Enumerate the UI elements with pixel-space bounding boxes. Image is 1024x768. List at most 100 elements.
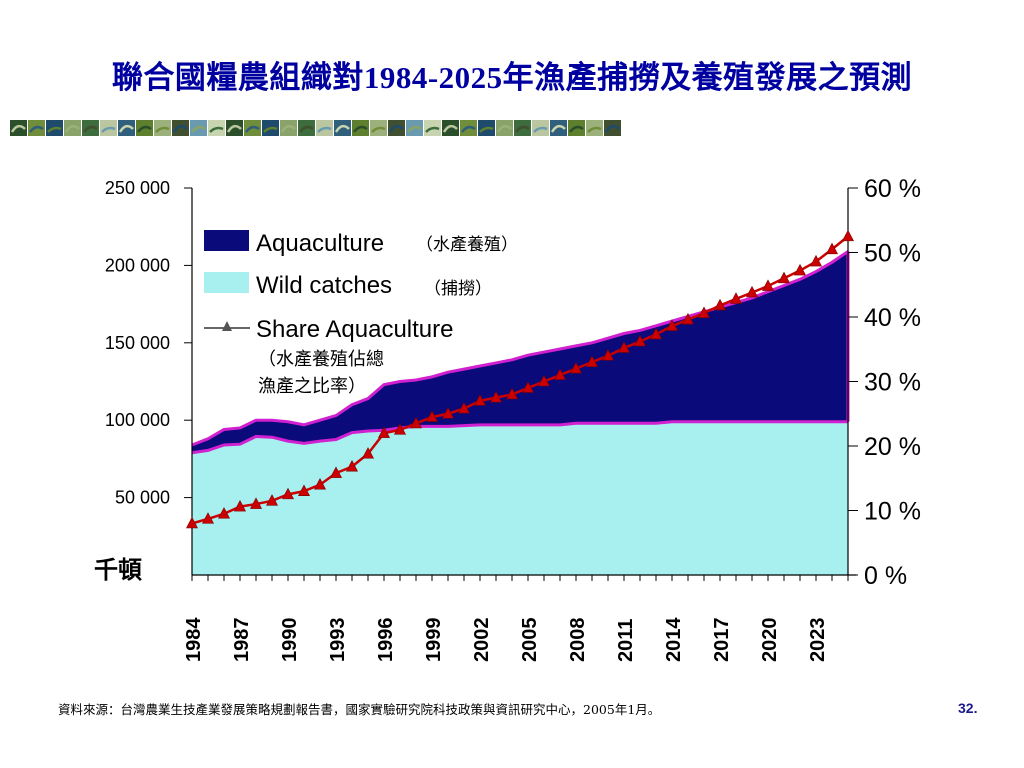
share-point xyxy=(442,407,454,419)
strip-tile xyxy=(604,120,621,136)
strip-tile-detail xyxy=(479,126,494,133)
strip-tile-detail xyxy=(83,125,98,133)
strip-tile xyxy=(442,120,459,136)
strip-tile-detail xyxy=(29,125,44,133)
legend-label-aquaculture: Aquaculture xyxy=(256,230,384,257)
strip-tile xyxy=(334,120,351,136)
strip-tile-detail xyxy=(550,124,566,133)
legend-note-aquaculture: （水產養殖） xyxy=(416,235,518,255)
share-point xyxy=(234,499,246,512)
share-point xyxy=(810,254,822,267)
share-point xyxy=(458,401,470,414)
share-point xyxy=(842,229,854,242)
y-tick-label: 200 000 xyxy=(105,255,170,275)
strip-tile xyxy=(496,120,513,136)
share-point xyxy=(362,447,374,459)
share-point xyxy=(570,361,582,374)
y2-tick-label: 20 % xyxy=(864,433,921,461)
y-tick-label: 150 000 xyxy=(105,333,170,353)
share-point xyxy=(602,349,614,361)
share-point xyxy=(586,355,598,367)
strip-tile-detail xyxy=(334,124,350,133)
page-number: 32. xyxy=(958,700,978,716)
strip-tile-detail xyxy=(353,125,368,133)
area-wild-catches xyxy=(192,421,848,575)
y-tick-label: 100 000 xyxy=(105,410,170,430)
x-tick-label: 1993 xyxy=(327,618,349,663)
legend-note-wild-catches: （捕撈） xyxy=(424,279,492,299)
legend: Aquaculture （水產養殖） Wild catches （捕撈） Sha… xyxy=(204,230,518,397)
strip-tile-detail xyxy=(587,126,602,133)
x-tick-label: 1990 xyxy=(279,618,301,663)
strip-tile-detail xyxy=(172,124,188,133)
legend-note-share-line1: （水產養殖佔總 xyxy=(258,348,384,370)
strip-tile-detail xyxy=(407,125,422,133)
share-point xyxy=(250,497,262,509)
strip-tile-detail xyxy=(280,124,296,133)
y2-tick-label: 10 % xyxy=(864,498,921,526)
share-point xyxy=(410,416,422,429)
share-point xyxy=(746,285,758,298)
share-point xyxy=(522,381,534,393)
x-tick-label: 2017 xyxy=(711,618,733,663)
share-point xyxy=(298,484,310,496)
x-tick-label: 1999 xyxy=(423,618,445,663)
strip-tile-detail xyxy=(101,126,116,133)
strip-tile-detail xyxy=(226,124,242,133)
strip-tile xyxy=(280,120,297,136)
x-tick-label: 2020 xyxy=(759,618,781,663)
strip-tile-detail xyxy=(10,124,26,133)
share-point xyxy=(554,368,566,380)
x-tick-label: 2008 xyxy=(567,618,589,663)
share-point xyxy=(346,459,358,472)
share-point xyxy=(394,423,406,435)
strip-tile-detail xyxy=(515,125,530,133)
strip-tile-detail xyxy=(209,126,224,133)
legend-swatch-aquaculture xyxy=(204,230,249,251)
share-point xyxy=(826,242,838,255)
strip-tile xyxy=(172,120,189,136)
x-tick-label: 1996 xyxy=(375,618,397,663)
share-point xyxy=(794,263,806,276)
strip-tile-detail xyxy=(442,124,458,133)
strip-tile xyxy=(226,120,243,136)
y2-tick-label: 30 % xyxy=(864,369,921,397)
share-point xyxy=(538,374,550,387)
strip-tile-detail xyxy=(425,126,440,133)
y2-tick-label: 60 % xyxy=(864,175,921,203)
share-point xyxy=(634,334,646,347)
area-layer xyxy=(191,250,850,575)
share-point xyxy=(682,312,694,325)
share-point xyxy=(378,426,390,438)
strip-tile-detail xyxy=(47,126,62,133)
legend-label-wild-catches: Wild catches xyxy=(256,272,392,299)
strip-tile-detail xyxy=(191,125,206,133)
x-tick-label: 1987 xyxy=(231,618,253,663)
share-point xyxy=(666,319,678,331)
strip-tile-detail xyxy=(263,126,278,133)
share-point xyxy=(314,478,326,490)
x-tick-label: 2005 xyxy=(519,618,541,663)
strip-tile xyxy=(10,120,27,136)
share-point xyxy=(490,390,502,403)
strip-tile-detail xyxy=(118,124,134,133)
strip-tile-detail xyxy=(388,124,404,133)
strip-tile-detail xyxy=(604,124,620,133)
strip-tile-detail xyxy=(137,125,152,133)
share-line-layer xyxy=(186,229,854,529)
legend-swatch-share-marker xyxy=(222,321,232,331)
x-tick-label: 2023 xyxy=(807,618,829,663)
share-point xyxy=(714,298,726,311)
x-tick-label: 2011 xyxy=(615,619,637,662)
legend-note-share-line2: 漁產之比率） xyxy=(258,376,366,397)
share-point xyxy=(282,487,294,500)
y-tick-label: 50 000 xyxy=(115,488,170,508)
x-tick-label: 2014 xyxy=(663,617,685,662)
outline-wild-catches xyxy=(191,420,848,455)
strip-tile xyxy=(64,120,81,136)
page-title: 聯合國糧農組織對1984-2025年漁產捕撈及養殖發展之預測 xyxy=(111,60,913,95)
share-point xyxy=(698,306,710,318)
strip-tile-detail xyxy=(371,126,386,133)
decorative-photo-strip xyxy=(10,120,621,136)
share-point xyxy=(650,327,662,340)
